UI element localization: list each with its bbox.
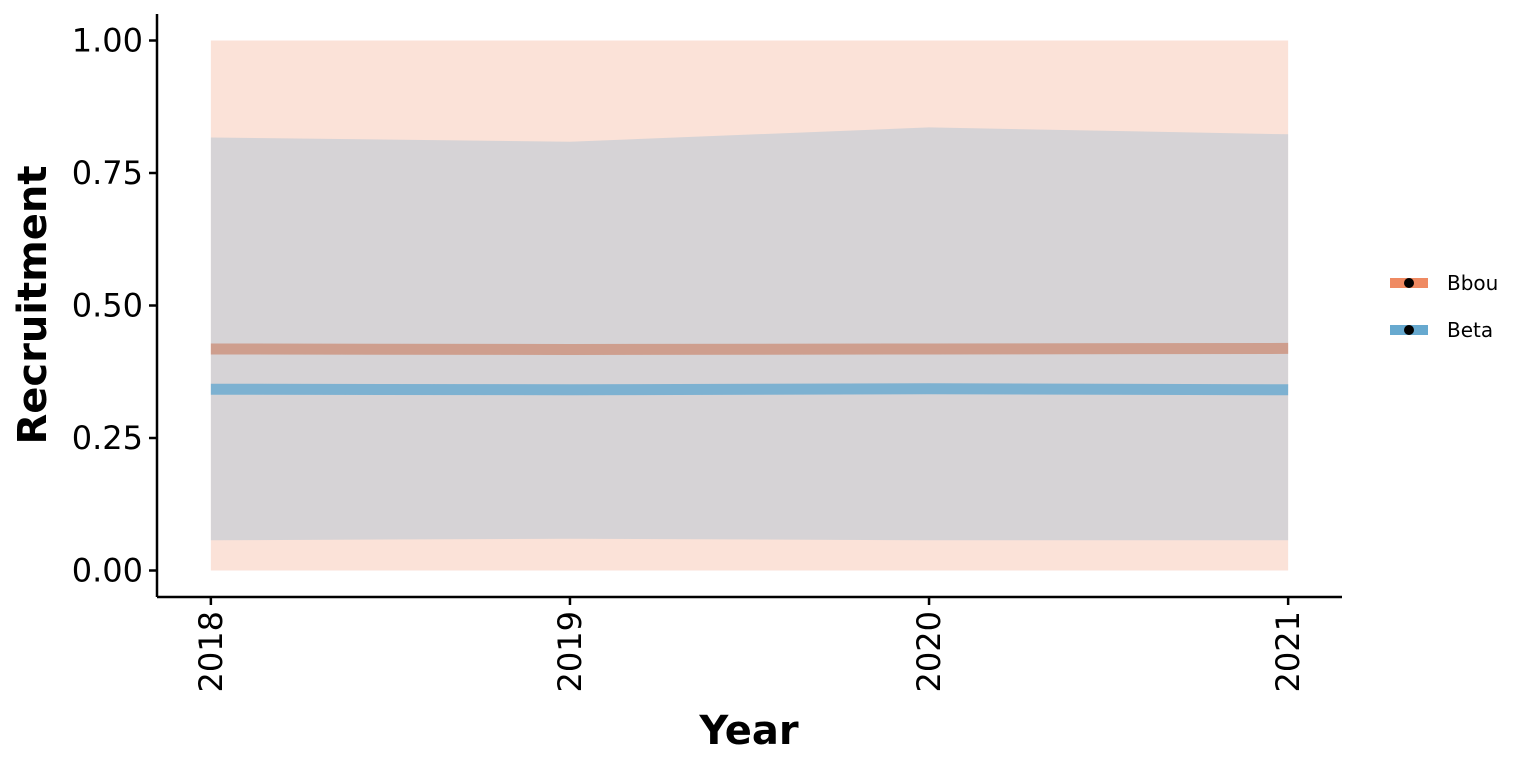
ribbon [210,127,1289,541]
x-tick-label: 2020 [910,611,948,692]
legend-label: Beta [1447,318,1493,342]
y-tick-label: 1.00 [72,22,143,60]
x-tick-label: 2019 [551,611,589,692]
legend-label: Bbou [1447,271,1498,295]
y-tick-label: 0.50 [72,287,143,325]
y-tick-label: 0.75 [72,154,143,192]
legend-point [1404,278,1414,288]
legend-point [1404,325,1414,335]
y-tick-label: 0.25 [72,419,143,457]
line [210,342,1289,355]
line [210,383,1289,396]
x-tick-label: 2018 [192,611,230,692]
x-tick-label: 2021 [1269,611,1307,692]
y-tick-label: 0.00 [72,552,143,590]
x-axis-title: Year [698,708,798,754]
y-axis-title: Recruitment [10,165,56,444]
ribbon [210,40,1289,571]
